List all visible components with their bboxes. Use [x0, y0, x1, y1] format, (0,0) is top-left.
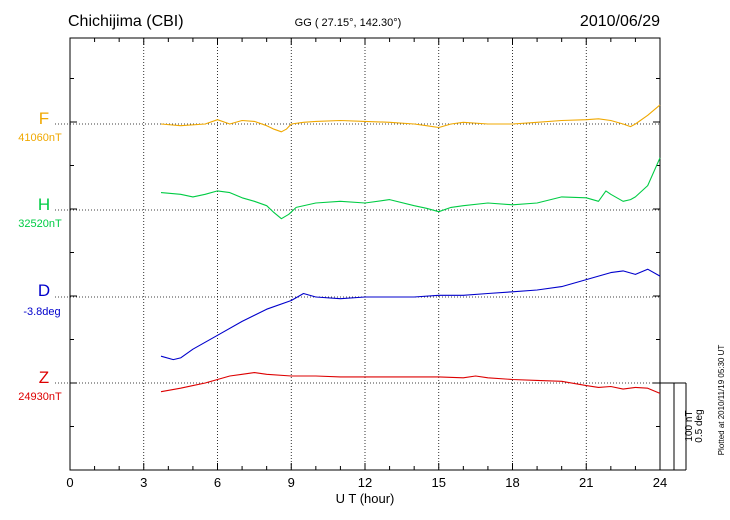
- grid-lines: [143, 38, 587, 470]
- plotted-at-note: Plotted at 2010/11/19 05:30 UT: [717, 345, 726, 456]
- scale-nt-label: 100 nT: [684, 410, 695, 441]
- series-line-z: [160, 372, 661, 394]
- x-tick-label: 9: [288, 475, 295, 490]
- station-title: Chichijima (CBI): [68, 13, 184, 30]
- x-tick-label: 0: [66, 475, 73, 490]
- label-d: D: [38, 281, 50, 300]
- scale-deg-label: 0.5 deg: [694, 409, 705, 442]
- x-tick-label: 12: [358, 475, 372, 490]
- label-h: H: [38, 195, 50, 214]
- x-tick-label: 18: [505, 475, 519, 490]
- station-coords: GG ( 27.15°, 142.30°): [295, 17, 402, 29]
- series-line-h: [160, 157, 661, 220]
- x-tick-label: 6: [214, 475, 221, 490]
- x-axis-title: U T (hour): [336, 491, 395, 506]
- series-line-d: [160, 268, 661, 361]
- label-f: F: [39, 109, 49, 128]
- x-tick-label: 15: [432, 475, 446, 490]
- baseline-h: 32520nT: [18, 218, 62, 230]
- axis-ticks: [69, 38, 661, 471]
- series-line-f: [160, 104, 661, 133]
- channel-baselines: [55, 123, 660, 384]
- x-tick-label: 3: [140, 475, 147, 490]
- baseline-f: 41060nT: [18, 132, 62, 144]
- date-label: 2010/06/29: [580, 13, 660, 30]
- series-lines: [160, 104, 661, 394]
- label-z: Z: [39, 368, 49, 387]
- x-tick-label: 24: [653, 475, 667, 490]
- baseline-d: -3.8deg: [23, 306, 60, 318]
- baseline-z: 24930nT: [18, 391, 62, 403]
- x-tick-label: 21: [579, 475, 593, 490]
- scale-bar: [660, 382, 687, 471]
- x-tick-labels: 0 3 6 9 12 15 18 21 24: [66, 475, 667, 490]
